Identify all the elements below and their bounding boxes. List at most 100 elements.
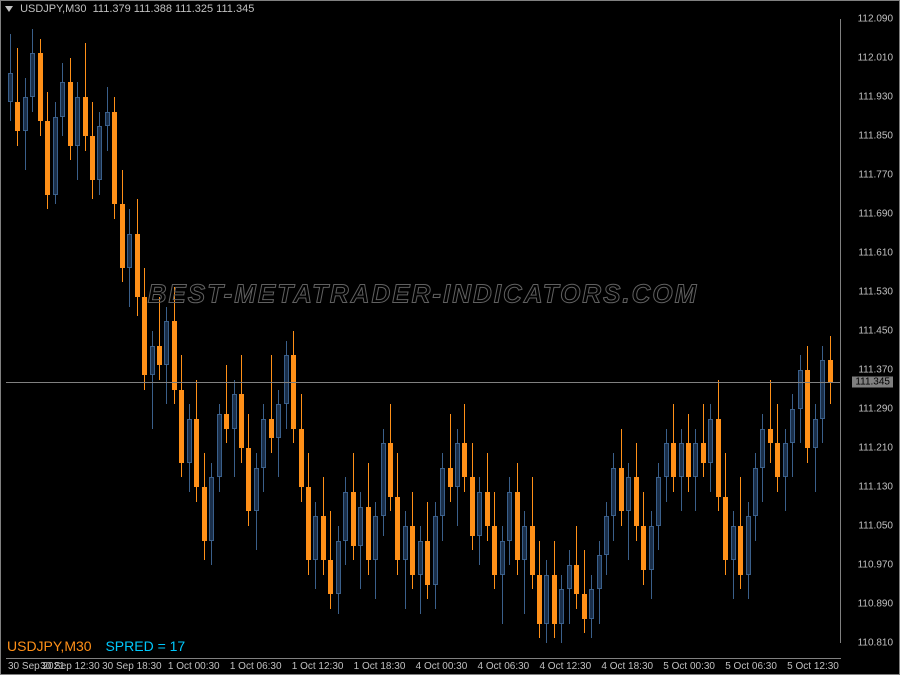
candle (388, 404, 393, 511)
candle (343, 477, 348, 565)
x-tick-label: 5 Oct 00:30 (663, 661, 715, 672)
candle (60, 63, 65, 136)
candle (120, 170, 125, 282)
candle (619, 429, 624, 527)
candle (53, 102, 58, 204)
candle (202, 453, 207, 560)
candle (90, 102, 95, 200)
y-tick-label: 111.290 (858, 404, 893, 415)
x-tick-label: 1 Oct 06:30 (230, 661, 282, 672)
current-price-line (6, 382, 840, 383)
current-price-label: 111.345 (852, 377, 893, 388)
y-tick-label: 110.810 (858, 638, 893, 649)
candle (798, 355, 803, 443)
y-tick-label: 111.050 (858, 521, 893, 532)
spread-label: SPRED = 17 (105, 638, 185, 654)
candle (634, 443, 639, 541)
candle (723, 453, 728, 575)
candle (731, 511, 736, 599)
candle (693, 429, 698, 512)
candle (477, 477, 482, 565)
y-tick-label: 111.850 (858, 131, 893, 142)
candle (448, 414, 453, 502)
candle (567, 550, 572, 623)
candle (232, 380, 237, 478)
candle (515, 463, 520, 575)
candle (589, 575, 594, 638)
candle (462, 404, 467, 492)
x-tick-label: 5 Oct 06:30 (725, 661, 777, 672)
candle (306, 453, 311, 575)
candle (530, 477, 535, 589)
candle (291, 331, 296, 443)
candle (760, 414, 765, 502)
candle (313, 502, 318, 590)
candle (537, 541, 542, 639)
candle (75, 82, 80, 180)
bottom-symbol: USDJPY,M30 (7, 638, 92, 654)
candle (664, 429, 669, 502)
x-tick-label: 30 Sep 12:30 (40, 661, 100, 672)
candle (425, 502, 430, 600)
y-tick-label: 111.930 (858, 92, 893, 103)
candle (470, 443, 475, 550)
candle (194, 380, 199, 502)
y-tick-label: 111.370 (858, 365, 893, 376)
candle (500, 526, 505, 624)
candle (626, 463, 631, 561)
candle (224, 365, 229, 443)
candle (746, 502, 751, 600)
candle (552, 541, 557, 639)
candle (150, 331, 155, 429)
header-ohlc: 111.379 111.388 111.325 111.345 (93, 3, 255, 15)
candle (433, 502, 438, 609)
candlestick-plot[interactable]: BEST-METATRADER-INDICATORS.COM (6, 19, 841, 643)
candle (299, 394, 304, 501)
candle (142, 268, 147, 390)
candle (768, 380, 773, 463)
candle (418, 526, 423, 614)
watermark-text: BEST-METATRADER-INDICATORS.COM (148, 278, 699, 309)
candle (38, 39, 43, 137)
x-tick-label: 4 Oct 06:30 (478, 661, 530, 672)
candle (328, 511, 333, 609)
candle (351, 453, 356, 560)
candle (775, 404, 780, 492)
x-tick-label: 4 Oct 00:30 (416, 661, 468, 672)
candle (522, 511, 527, 613)
candle (164, 307, 169, 405)
x-tick-label: 1 Oct 00:30 (168, 661, 220, 672)
candle (284, 341, 289, 429)
candle (440, 453, 445, 541)
candle (679, 429, 684, 512)
y-tick-label: 111.610 (858, 248, 893, 259)
candle (671, 404, 676, 492)
candle (336, 526, 341, 614)
x-tick-label: 30 Sep 18:30 (102, 661, 162, 672)
candle (105, 87, 110, 150)
x-tick-label: 5 Oct 12:30 (787, 661, 839, 672)
candle (68, 58, 73, 160)
candle (611, 453, 616, 541)
candle (23, 78, 28, 171)
candle (179, 355, 184, 477)
y-tick-label: 111.130 (858, 482, 893, 493)
candle (701, 404, 706, 477)
y-tick-label: 112.010 (858, 53, 893, 64)
candle (753, 453, 758, 541)
collapse-triangle-icon[interactable] (5, 6, 13, 12)
candle (410, 492, 415, 590)
candle (30, 29, 35, 112)
candle (187, 404, 192, 492)
candle (15, 48, 20, 146)
candle (641, 492, 646, 585)
candle (373, 502, 378, 600)
candle (686, 414, 691, 492)
candle (455, 429, 460, 527)
candle (485, 453, 490, 541)
y-tick-label: 111.770 (858, 170, 893, 181)
header-symbol: USDJPY,M30 (20, 3, 86, 15)
x-tick-label: 4 Oct 18:30 (601, 661, 653, 672)
candle (261, 404, 266, 492)
candle (358, 492, 363, 590)
